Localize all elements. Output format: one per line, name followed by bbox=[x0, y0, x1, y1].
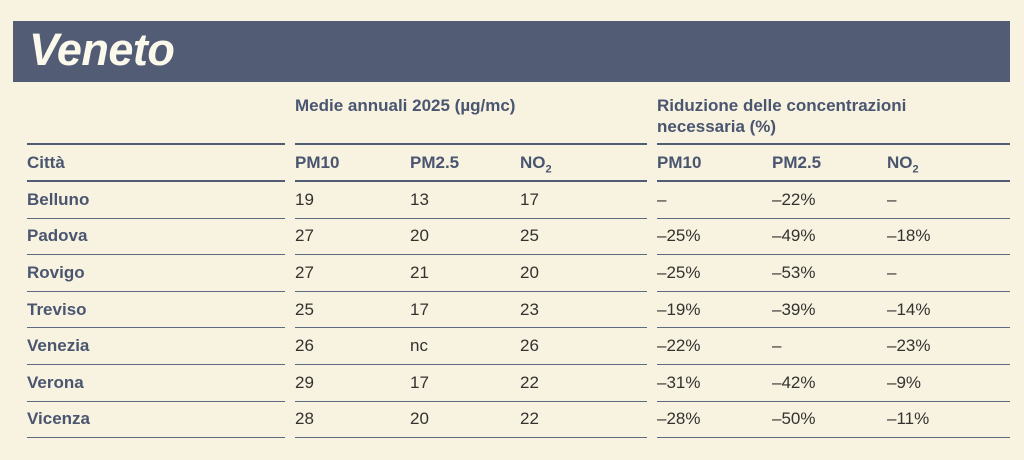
column-gap bbox=[647, 145, 657, 182]
city-cell: Rovigo bbox=[27, 255, 285, 292]
avg-pm25-cell: 13 bbox=[410, 189, 429, 209]
red-no2-cell: –11% bbox=[887, 409, 930, 429]
red-pm25-cell: –49% bbox=[772, 226, 816, 246]
table-row-verona: Verona 29 17 22 –31% –42% –9% bbox=[27, 365, 1010, 402]
column-gap bbox=[285, 219, 295, 256]
avg-no2-cell: 17 bbox=[520, 189, 539, 209]
table-row-rovigo: Rovigo 27 21 20 –25% –53% – bbox=[27, 255, 1010, 292]
column-header-red-no2: NO2 bbox=[887, 152, 919, 175]
red-pm10-cell: –25% bbox=[657, 262, 701, 282]
avg-pm10-cell: 25 bbox=[295, 299, 314, 319]
red-no2-cell: –14% bbox=[887, 299, 931, 319]
group-header-row: Medie annuali 2025 (µg/mc) Riduzione del… bbox=[27, 82, 1010, 145]
group-header-reduction-line1: Riduzione delle concentrazioni bbox=[657, 96, 907, 115]
table-row-padova: Padova 27 20 25 –25% –49% –18% bbox=[27, 219, 1010, 256]
column-gap bbox=[285, 402, 295, 439]
column-gap bbox=[647, 402, 657, 439]
avg-no2-cell: 26 bbox=[520, 336, 539, 356]
red-no2-cell: –9% bbox=[887, 372, 922, 392]
red-pm10-cell: –25% bbox=[657, 226, 701, 246]
region-title-bar: Veneto bbox=[13, 21, 1010, 82]
column-gap bbox=[647, 219, 657, 256]
column-gap bbox=[285, 255, 295, 292]
red-pm10-cell: –31% bbox=[657, 372, 701, 392]
air-quality-table: Medie annuali 2025 (µg/mc) Riduzione del… bbox=[27, 82, 1010, 439]
red-no2-cell: –23% bbox=[887, 336, 931, 356]
red-no2-cell: – bbox=[887, 262, 897, 282]
red-pm10-cell: – bbox=[657, 189, 667, 209]
avg-pm25-cell: 17 bbox=[410, 372, 429, 392]
avg-pm25-cell: 20 bbox=[410, 226, 429, 246]
avg-pm10-cell: 19 bbox=[295, 189, 314, 209]
avg-no2-cell: 22 bbox=[520, 409, 539, 429]
column-header-red-pm25: PM2.5 bbox=[772, 152, 822, 172]
city-cell: Belluno bbox=[27, 182, 285, 219]
red-pm25-cell: –50% bbox=[772, 409, 816, 429]
red-no2-cell: – bbox=[887, 189, 897, 209]
column-gap bbox=[285, 365, 295, 402]
column-gap bbox=[285, 328, 295, 365]
avg-pm10-cell: 29 bbox=[295, 372, 314, 392]
column-gap bbox=[647, 292, 657, 329]
red-pm25-cell: –22% bbox=[772, 189, 816, 209]
avg-pm10-cell: 27 bbox=[295, 262, 314, 282]
red-pm10-cell: –19% bbox=[657, 299, 701, 319]
column-gap bbox=[647, 365, 657, 402]
table-row-belluno: Belluno 19 13 17 – –22% – bbox=[27, 182, 1010, 219]
column-gap bbox=[285, 145, 295, 182]
red-pm25-cell: – bbox=[772, 336, 782, 356]
avg-no2-cell: 23 bbox=[520, 299, 539, 319]
city-cell: Vicenza bbox=[27, 402, 285, 439]
column-header-avg-pm10: PM10 bbox=[295, 152, 340, 172]
column-gap bbox=[285, 82, 295, 145]
red-pm25-cell: –42% bbox=[772, 372, 816, 392]
region-title: Veneto bbox=[29, 23, 175, 75]
avg-pm25-cell: 20 bbox=[410, 409, 429, 429]
group-header-reduction: Riduzione delle concentrazioni necessari… bbox=[657, 82, 1010, 145]
column-gap bbox=[647, 328, 657, 365]
column-header-avg-no2: NO2 bbox=[520, 152, 552, 175]
column-header-row: Città PM10 PM2.5 NO2 PM10 PM2.5 NO2 bbox=[27, 145, 1010, 182]
column-gap bbox=[285, 292, 295, 329]
red-pm10-cell: –22% bbox=[657, 336, 701, 356]
avg-no2-cell: 25 bbox=[520, 226, 539, 246]
column-gap bbox=[647, 255, 657, 292]
avg-pm25-cell: 21 bbox=[410, 262, 429, 282]
avg-pm10-cell: 26 bbox=[295, 336, 314, 356]
city-cell: Venezia bbox=[27, 328, 285, 365]
table-row-venezia: Venezia 26 nc 26 –22% – –23% bbox=[27, 328, 1010, 365]
table-row-treviso: Treviso 25 17 23 –19% –39% –14% bbox=[27, 292, 1010, 329]
column-gap bbox=[647, 182, 657, 219]
avg-pm25-cell: nc bbox=[410, 336, 428, 356]
group-header-reduction-line2: necessaria (%) bbox=[657, 117, 777, 136]
group-header-annual-averages: Medie annuali 2025 (µg/mc) bbox=[295, 82, 647, 145]
red-no2-cell: –18% bbox=[887, 226, 931, 246]
red-pm10-cell: –28% bbox=[657, 409, 701, 429]
column-header-red-pm10: PM10 bbox=[657, 152, 702, 172]
column-gap bbox=[285, 182, 295, 219]
avg-no2-cell: 20 bbox=[520, 262, 539, 282]
column-header-avg-pm25: PM2.5 bbox=[410, 152, 460, 172]
avg-pm25-cell: 17 bbox=[410, 299, 429, 319]
avg-pm10-cell: 28 bbox=[295, 409, 314, 429]
city-cell: Padova bbox=[27, 219, 285, 256]
red-pm25-cell: –39% bbox=[772, 299, 816, 319]
column-header-city: Città bbox=[27, 145, 285, 182]
avg-no2-cell: 22 bbox=[520, 372, 539, 392]
red-pm25-cell: –53% bbox=[772, 262, 816, 282]
avg-pm10-cell: 27 bbox=[295, 226, 314, 246]
group-header-city-gap bbox=[27, 82, 285, 145]
city-cell: Treviso bbox=[27, 292, 285, 329]
city-cell: Verona bbox=[27, 365, 285, 402]
column-gap bbox=[647, 82, 657, 145]
table-row-vicenza: Vicenza 28 20 22 –28% –50% –11% bbox=[27, 402, 1010, 439]
